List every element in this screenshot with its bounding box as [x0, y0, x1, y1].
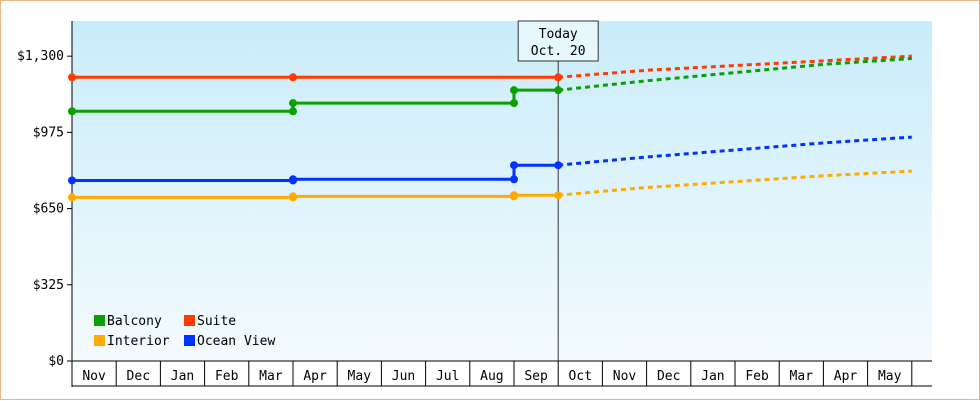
x-tick-label: Mar — [259, 369, 283, 384]
x-tick-label: Nov — [613, 369, 637, 384]
legend-label: Ocean View — [197, 334, 275, 349]
y-tick-label: $650 — [33, 202, 64, 217]
x-tick-label: Dec — [657, 369, 680, 384]
data-point-suite — [554, 73, 563, 82]
y-tick-label: $1,300 — [17, 49, 64, 64]
x-tick-label: Nov — [82, 369, 106, 384]
x-tick-label: Dec — [127, 369, 150, 384]
data-point-balcony — [289, 107, 297, 116]
y-tick-label: $975 — [33, 125, 64, 140]
today-box — [517, 20, 599, 62]
x-tick-label: Sep — [524, 369, 548, 384]
series-line-ocean-view — [72, 163, 559, 182]
x-tick-label: Feb — [215, 369, 239, 384]
data-point-ocean-view — [554, 161, 563, 170]
plot-background — [72, 21, 932, 361]
x-tick-label: Mar — [790, 369, 814, 384]
x-tick-label: Feb — [745, 369, 769, 384]
x-tick-label: May — [348, 369, 372, 384]
data-point-balcony — [510, 99, 518, 108]
legend-swatch — [184, 335, 195, 346]
legend-swatch — [94, 335, 105, 346]
data-point-ocean-view — [510, 161, 518, 170]
series-line-interior — [72, 193, 559, 199]
legend-label: Balcony — [107, 314, 162, 329]
series-line-balcony — [72, 88, 559, 113]
data-point-balcony — [554, 86, 563, 95]
data-point-interior — [68, 193, 76, 202]
x-tick-label: Jan — [171, 369, 194, 384]
legend-swatch — [94, 315, 105, 326]
legend-swatch — [184, 315, 195, 326]
x-tick-label: Aug — [480, 369, 503, 384]
data-point-ocean-view — [68, 176, 76, 185]
legend-label: Suite — [197, 314, 236, 329]
data-point-ocean-view — [289, 175, 297, 184]
y-tick-label: $325 — [33, 278, 64, 293]
data-point-balcony — [510, 86, 518, 95]
data-point-interior — [554, 191, 563, 200]
data-point-balcony — [289, 99, 297, 108]
data-point-ocean-view — [510, 175, 518, 184]
x-tick-label: Jan — [701, 369, 724, 384]
legend-label: Interior — [107, 334, 170, 349]
today-date: Oct. 20 — [531, 44, 586, 59]
data-point-balcony — [68, 107, 76, 116]
x-tick-label: Apr — [834, 369, 858, 384]
x-tick-label: Jun — [392, 369, 415, 384]
y-tick-label: $0 — [48, 354, 64, 369]
today-label: Today — [539, 27, 578, 42]
data-point-suite — [289, 73, 297, 82]
x-tick-label: Apr — [303, 369, 327, 384]
data-point-interior — [289, 192, 297, 201]
data-point-interior — [510, 191, 518, 200]
x-tick-label: May — [878, 369, 902, 384]
x-tick-label: Jul — [436, 369, 459, 384]
data-point-suite — [68, 73, 76, 82]
x-tick-label: Oct — [569, 369, 592, 384]
